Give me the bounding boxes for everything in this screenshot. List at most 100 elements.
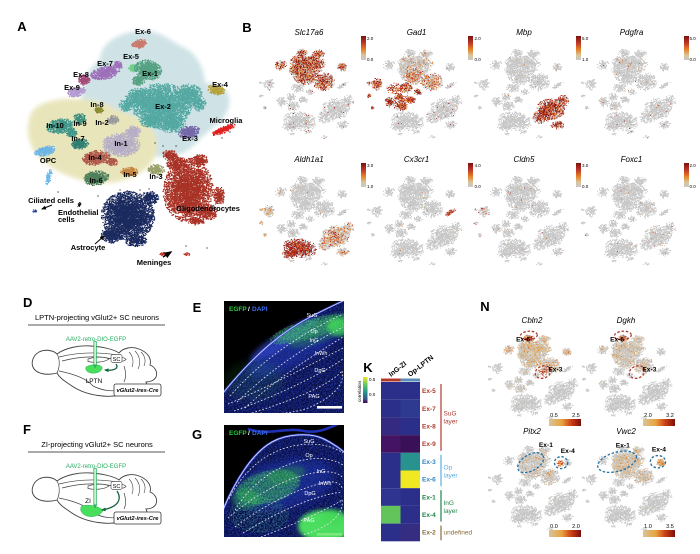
svg-text:Cx3cr1: Cx3cr1 — [404, 155, 429, 164]
svg-text:0.0: 0.0 — [690, 184, 697, 189]
svg-text:AAV2-retro-DIO-EGFP: AAV2-retro-DIO-EGFP — [66, 464, 126, 470]
svg-text:Ex-4: Ex-4 — [561, 448, 575, 455]
svg-text:5.0: 5.0 — [582, 36, 589, 41]
svg-text:0.0: 0.0 — [475, 184, 482, 189]
svg-text:2.0: 2.0 — [367, 36, 374, 41]
svg-text:Ex-8: Ex-8 — [422, 423, 436, 430]
svg-text:3.5: 3.5 — [666, 524, 674, 530]
svg-text:A: A — [17, 19, 27, 34]
svg-text:1.0: 1.0 — [644, 524, 652, 530]
svg-text:DpG: DpG — [304, 491, 315, 497]
svg-text:Ex-5: Ex-5 — [422, 388, 436, 395]
svg-text:0.5: 0.5 — [369, 377, 376, 382]
svg-text:Ex-3: Ex-3 — [642, 367, 656, 374]
svg-text:Aldh1a1: Aldh1a1 — [293, 155, 323, 164]
svg-text:0.0: 0.0 — [582, 184, 589, 189]
svg-text:Ciliated cells: Ciliated cells — [28, 196, 74, 205]
svg-text:Slc17a6: Slc17a6 — [295, 28, 324, 37]
svg-text:Pitx2: Pitx2 — [523, 427, 541, 436]
svg-text:F: F — [23, 422, 31, 437]
svg-text:E: E — [193, 300, 202, 315]
svg-text:Vwc2: Vwc2 — [616, 427, 636, 436]
svg-text:Ex-4: Ex-4 — [212, 80, 229, 89]
svg-text:In-1: In-1 — [114, 139, 127, 148]
svg-text:G: G — [192, 427, 202, 442]
svg-text:PAG: PAG — [308, 394, 319, 400]
svg-text:1.0: 1.0 — [582, 57, 589, 62]
svg-text:Ex-6: Ex-6 — [610, 337, 624, 344]
svg-text:4.0: 4.0 — [475, 163, 482, 168]
svg-text:Ex-1: Ex-1 — [422, 494, 436, 501]
svg-text:LPTN-projecting vGlut2+ SC neu: LPTN-projecting vGlut2+ SC neurons — [35, 313, 159, 322]
svg-text:Oligodendrocytes: Oligodendrocytes — [176, 204, 240, 213]
svg-text:Ex-1: Ex-1 — [616, 442, 630, 449]
svg-text:DpG: DpG — [314, 368, 325, 374]
svg-text:In-9: In-9 — [73, 119, 86, 128]
svg-text:Endothelial: Endothelial — [58, 208, 98, 217]
svg-text:vGlut2-ires-Cre: vGlut2-ires-Cre — [117, 388, 160, 394]
svg-text:0.0: 0.0 — [690, 57, 697, 62]
svg-text:In-8: In-8 — [90, 100, 103, 109]
svg-text:ZI: ZI — [85, 498, 91, 505]
svg-text:Ex-7: Ex-7 — [422, 406, 436, 413]
svg-text:Ex-1: Ex-1 — [539, 442, 553, 449]
svg-text:cells: cells — [58, 215, 75, 224]
svg-text:Microglia: Microglia — [210, 116, 244, 125]
svg-text:Ex-8: Ex-8 — [73, 70, 89, 79]
svg-text:/: / — [248, 306, 250, 313]
svg-text:SuG: SuG — [444, 410, 457, 417]
svg-text:Ex-9: Ex-9 — [64, 83, 80, 92]
svg-text:Meninges: Meninges — [137, 258, 172, 267]
svg-text:Ex-5: Ex-5 — [123, 52, 139, 61]
svg-text:In-7: In-7 — [71, 134, 84, 143]
svg-text:2.0: 2.0 — [644, 413, 652, 419]
svg-text:0.0: 0.0 — [475, 57, 482, 62]
svg-text:SC: SC — [113, 484, 121, 490]
svg-text:InWh: InWh — [319, 481, 332, 487]
svg-text:5.0: 5.0 — [690, 36, 697, 41]
svg-text:Cldn5: Cldn5 — [514, 155, 535, 164]
svg-text:EGFP: EGFP — [229, 430, 247, 437]
svg-text:3.0: 3.0 — [367, 163, 374, 168]
svg-text:Ex-6: Ex-6 — [135, 27, 151, 36]
svg-text:layer: layer — [444, 418, 459, 425]
svg-text:Ex-9: Ex-9 — [422, 441, 436, 448]
svg-text:correlation: correlation — [357, 380, 362, 402]
svg-text:D: D — [23, 295, 32, 310]
svg-text:layer: layer — [444, 508, 459, 515]
svg-text:/: / — [248, 430, 250, 437]
svg-text:2.0: 2.0 — [690, 163, 697, 168]
svg-text:N: N — [480, 299, 489, 314]
svg-text:2.0: 2.0 — [475, 36, 482, 41]
svg-text:InWh: InWh — [315, 351, 328, 357]
svg-text:InG: InG — [310, 338, 319, 344]
svg-text:Op: Op — [305, 453, 312, 459]
svg-text:In-4: In-4 — [88, 153, 102, 162]
svg-text:Op: Op — [310, 329, 317, 335]
svg-text:1.0: 1.0 — [367, 184, 374, 189]
svg-text:B: B — [242, 20, 251, 35]
svg-text:Ex-4: Ex-4 — [422, 512, 436, 519]
svg-text:InG: InG — [317, 469, 326, 475]
svg-text:PAG: PAG — [303, 518, 314, 524]
svg-text:2.5: 2.5 — [572, 413, 580, 419]
svg-text:DAPI: DAPI — [252, 430, 268, 437]
svg-text:Ex-2: Ex-2 — [155, 102, 171, 111]
svg-text:Ex-3: Ex-3 — [548, 367, 562, 374]
svg-text:In-6: In-6 — [89, 176, 102, 185]
svg-text:Foxc1: Foxc1 — [621, 155, 643, 164]
svg-text:Gad1: Gad1 — [407, 28, 427, 37]
svg-text:In-2: In-2 — [95, 118, 108, 127]
svg-text:Ex-6: Ex-6 — [422, 477, 436, 484]
svg-text:Ex-2: Ex-2 — [422, 530, 436, 537]
svg-text:Ex-3: Ex-3 — [182, 134, 198, 143]
svg-text:0.5: 0.5 — [550, 413, 558, 419]
svg-text:3.2: 3.2 — [666, 413, 674, 419]
svg-text:OPC: OPC — [40, 156, 57, 165]
svg-text:In-3: In-3 — [149, 172, 162, 181]
svg-text:InG: InG — [444, 500, 454, 507]
svg-text:SuG: SuG — [303, 439, 314, 445]
svg-text:0.0: 0.0 — [369, 392, 376, 397]
svg-text:Cbln2: Cbln2 — [522, 316, 543, 325]
svg-text:Ex-4: Ex-4 — [652, 446, 666, 453]
